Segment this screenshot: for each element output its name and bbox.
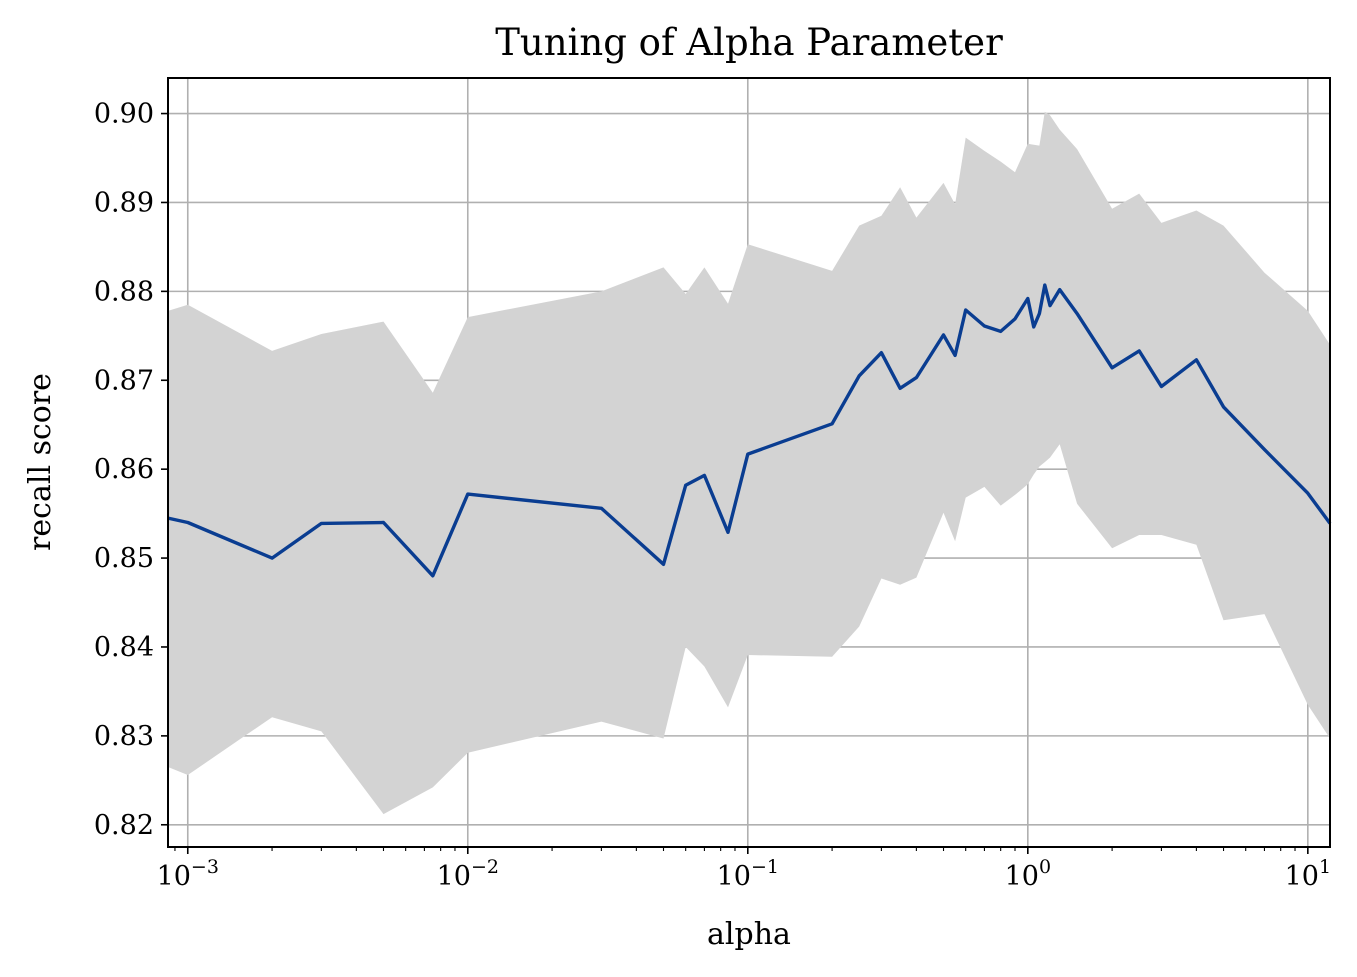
y-tick-label: 0.87 xyxy=(94,365,154,396)
y-tick-label: 0.83 xyxy=(94,721,154,752)
y-tick-label: 0.89 xyxy=(94,187,154,218)
y-tick-label: 0.82 xyxy=(94,810,154,841)
mean-recall-line xyxy=(167,283,1332,578)
axis-ticks: 0.82 0.83 0.84 0.85 0.86 0.87 0.88 0.89 0.90 10−3… xyxy=(94,99,1331,892)
std-band xyxy=(168,111,1330,815)
x-tick-label: 10−3 xyxy=(157,856,219,892)
x-axis-label: alpha xyxy=(707,917,791,952)
y-tick-label: 0.85 xyxy=(94,543,154,574)
y-tick-label: 0.90 xyxy=(94,99,154,130)
x-tick-label: 10−1 xyxy=(717,856,779,892)
chart-title: Tuning of Alpha Parameter xyxy=(495,21,1003,64)
x-tick-label: 100 xyxy=(1005,856,1051,892)
y-tick-label: 0.86 xyxy=(94,454,154,485)
y-axis-label: recall score xyxy=(23,373,58,551)
x-tick-label: 101 xyxy=(1285,856,1331,892)
x-tick-label: 10−2 xyxy=(437,856,499,892)
plot-frame xyxy=(167,77,1331,848)
y-tick-label: 0.88 xyxy=(94,276,154,307)
y-tick-label: 0.84 xyxy=(94,632,154,663)
